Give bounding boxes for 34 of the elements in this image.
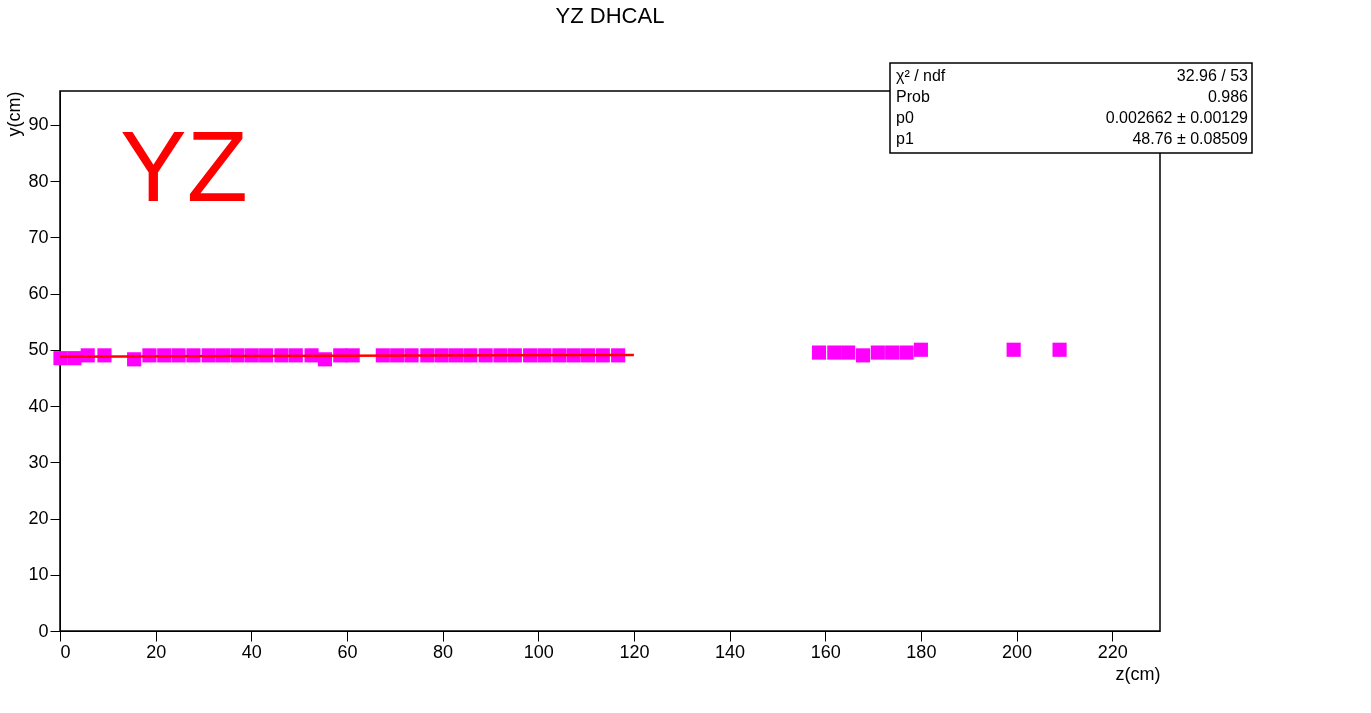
y-tick-label: 70 (28, 226, 49, 247)
annotation: Prob (896, 88, 930, 105)
x-tick-label: 100 (523, 641, 554, 662)
chart-title: YZ DHCAL (555, 3, 665, 29)
text: χ² / ndf (896, 67, 946, 84)
text: 32.96 / 53 (1176, 67, 1249, 84)
y-axis-title: y(cm) (4, 91, 25, 137)
y-tick-label: 40 (28, 395, 49, 416)
x-tick-label: 60 (337, 641, 358, 662)
text: 0.986 (1207, 88, 1249, 105)
x-tick-label: 0 (60, 641, 71, 662)
x-tick-label: 200 (1002, 641, 1033, 662)
x-tick-label: 180 (906, 641, 937, 662)
x-tick-label: 20 (146, 641, 167, 662)
x-tick-label: 160 (810, 641, 841, 662)
x-tick-label: 80 (433, 641, 454, 662)
x-tick-label: 140 (715, 641, 746, 662)
annotation: p1 (896, 130, 914, 147)
y-tick-label: 90 (28, 114, 49, 135)
y-tick-label: 20 (28, 508, 49, 528)
y-tick-label: 50 (28, 339, 49, 360)
x-axis-title: z(cm) (1115, 663, 1161, 684)
annotation: p0 (896, 109, 914, 126)
y-tick-label: 30 (28, 451, 49, 472)
annotation: YZ (120, 110, 248, 222)
y-tick-label: 60 (28, 283, 49, 303)
y-tick-label: 80 (28, 170, 49, 191)
x-tick-label: 40 (241, 641, 262, 662)
annotation: 0.002662 ± 0.00129 (1105, 109, 1249, 126)
x-tick-label: 220 (1097, 641, 1128, 662)
x-tick-label: 120 (619, 641, 650, 662)
y-tick-label: 0 (38, 620, 49, 641)
annotation: 48.76 ± 0.08509 (1132, 130, 1249, 147)
y-tick-label: 10 (28, 564, 49, 585)
